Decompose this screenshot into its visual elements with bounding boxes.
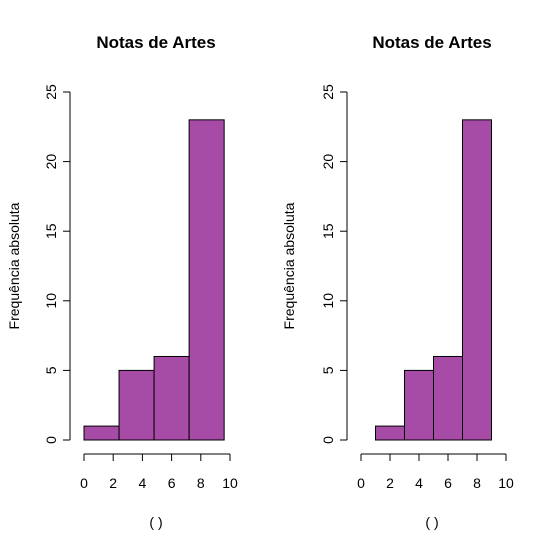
y-tick-label: 10: [43, 293, 59, 309]
y-tick-label: 5: [320, 366, 336, 374]
histogram-bar: [433, 355, 463, 441]
histogram-bar: [83, 425, 120, 441]
x-tick-label: 8: [473, 475, 481, 491]
x-tick-label: 10: [222, 475, 238, 491]
x-axis-label: ( ): [425, 514, 438, 530]
x-tick-label: 0: [80, 475, 88, 491]
y-tick-label: 20: [43, 154, 59, 170]
chart-title: Notas de Artes: [96, 33, 215, 52]
y-tick-label: 25: [320, 84, 336, 100]
histogram-bar: [404, 369, 434, 441]
histogram-bar: [188, 119, 225, 441]
y-axis-label: Frequência absoluta: [6, 202, 22, 329]
histogram-bar: [118, 369, 155, 441]
histogram-bar: [153, 355, 190, 441]
x-tick-label: 8: [197, 475, 205, 491]
y-axis-label: Frequência absoluta: [281, 202, 297, 329]
x-tick-label: 2: [109, 475, 117, 491]
y-tick-label: 0: [43, 436, 59, 444]
histogram-panel-right: Notas de Artes Frequência absoluta ( ) 0…: [281, 33, 514, 530]
x-tick-label: 6: [444, 475, 452, 491]
histogram-panel-left: Notas de Artes Frequência absoluta ( ) 0…: [6, 33, 238, 530]
histogram-bar: [462, 119, 492, 441]
y-tick-label: 15: [43, 223, 59, 239]
x-tick-label: 0: [357, 475, 365, 491]
histogram-bar: [375, 425, 405, 441]
x-tick-label: 10: [498, 475, 514, 491]
x-axis-label: ( ): [149, 514, 162, 530]
y-tick-label: 10: [320, 293, 336, 309]
y-tick-label: 0: [320, 436, 336, 444]
y-tick-label: 15: [320, 223, 336, 239]
y-tick-label: 20: [320, 154, 336, 170]
x-tick-label: 4: [415, 475, 423, 491]
x-tick-label: 6: [168, 475, 176, 491]
y-tick-label: 5: [43, 366, 59, 374]
x-tick-label: 4: [139, 475, 147, 491]
y-tick-label: 25: [43, 84, 59, 100]
chart-title: Notas de Artes: [372, 33, 491, 52]
x-tick-label: 2: [386, 475, 394, 491]
